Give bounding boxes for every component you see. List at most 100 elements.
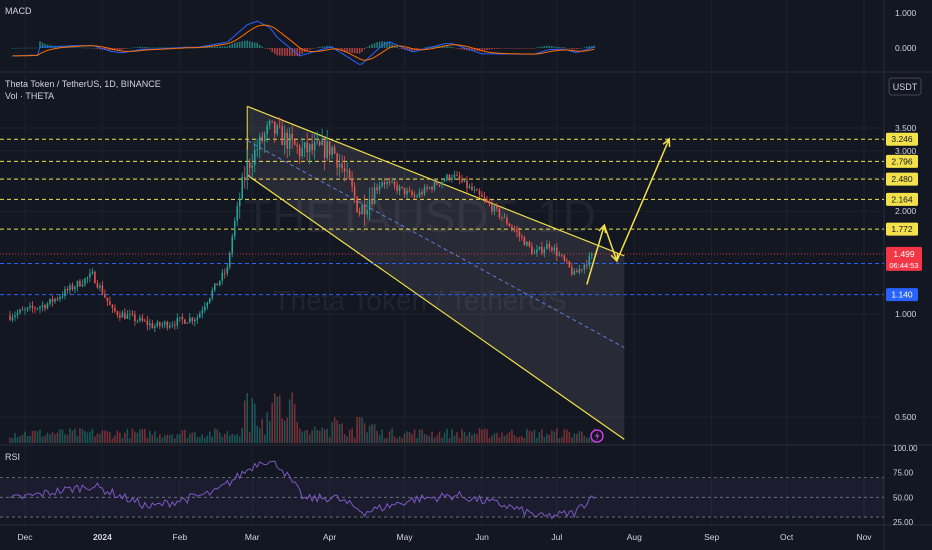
volume-bar — [573, 433, 576, 443]
volume-label[interactable]: Vol · THETA — [5, 91, 54, 101]
price-tick-label: 2.000 — [895, 206, 917, 216]
symbol-title[interactable]: Theta Token / TetherUS, 1D, BINANCE — [5, 79, 161, 89]
candle-body — [191, 317, 194, 322]
candle-body — [513, 228, 516, 231]
macd-histogram-bar — [59, 46, 61, 48]
macd-histogram-bar — [273, 48, 276, 54]
candle-body — [371, 198, 373, 204]
candle-body — [66, 289, 69, 291]
volume-bar — [316, 429, 318, 443]
macd-histogram-bar — [283, 48, 286, 56]
macd-histogram-bar — [436, 45, 438, 48]
watermark-symbol: THETAUSDT, 1D — [244, 190, 596, 242]
volume-bar — [583, 435, 586, 443]
macd-histogram-bar — [204, 47, 206, 48]
candle-body — [278, 125, 281, 127]
candle-body — [413, 195, 416, 197]
volume-bar — [356, 416, 358, 443]
macd-histogram-bar — [276, 48, 278, 56]
macd-label[interactable]: MACD — [5, 6, 32, 16]
candle-body — [566, 260, 568, 262]
rsi-label[interactable]: RSI — [5, 452, 20, 462]
volume-bar — [343, 434, 346, 443]
candle-body — [433, 181, 436, 190]
volume-bar — [461, 429, 463, 443]
volume-bar — [481, 429, 483, 443]
macd-histogram-bar — [426, 46, 428, 48]
volume-bar — [366, 432, 368, 443]
volume-bar — [213, 428, 216, 443]
volume-bar — [308, 434, 311, 443]
macd-histogram-bar — [301, 48, 303, 54]
candle-body — [196, 317, 199, 320]
volume-bar — [351, 428, 353, 443]
candle-body — [426, 187, 428, 189]
time-tick-label: Apr — [323, 532, 336, 542]
projection-arrow[interactable] — [616, 138, 670, 262]
volume-bar — [119, 432, 121, 443]
descending-channel[interactable] — [246, 105, 625, 440]
macd-histogram-bar — [506, 48, 508, 49]
time-axis[interactable]: Dec 2024 Feb Mar Apr May Jun Jul Aug Sep Oct Nov — [17, 532, 872, 542]
candle-body — [114, 307, 116, 312]
volume-bar — [373, 424, 376, 443]
projection-arrow[interactable] — [603, 224, 618, 262]
candle-body — [503, 217, 506, 219]
macd-histogram-bar — [398, 48, 401, 49]
volume-bar — [199, 437, 201, 443]
volume-bar — [81, 428, 84, 443]
candle-body — [91, 271, 94, 274]
macd-histogram-bar — [136, 47, 139, 48]
volume-bar — [84, 431, 86, 443]
macd-histogram-bar — [536, 47, 538, 49]
currency-button[interactable] — [888, 77, 922, 96]
macd-histogram-bar — [126, 48, 129, 49]
volume-bar — [159, 434, 161, 443]
candle-body — [151, 323, 154, 329]
volume-bar — [323, 429, 326, 443]
volume-bar — [391, 428, 393, 443]
macd-pane — [11, 20, 596, 66]
volume-bar — [423, 433, 426, 443]
lightning-event-icon[interactable] — [590, 429, 604, 443]
candle-body — [373, 187, 376, 204]
volume-bar — [413, 429, 416, 443]
macd-histogram-bar — [503, 48, 506, 49]
candle-body — [496, 205, 498, 209]
volume-bar — [426, 434, 428, 443]
candle-body — [576, 271, 578, 273]
channel-upper-line[interactable] — [247, 105, 625, 257]
candle-body — [311, 144, 313, 150]
volume-bar — [408, 432, 411, 443]
price-tick-label: 3.500 — [895, 123, 917, 133]
volume-bar — [453, 435, 456, 443]
volume-bar — [124, 432, 126, 443]
macd-histogram-bar — [566, 48, 568, 49]
channel-lower-line[interactable] — [246, 174, 625, 440]
macd-histogram-bar — [386, 41, 388, 48]
macd-histogram-bar — [213, 46, 216, 48]
macd-histogram-bar — [581, 47, 583, 49]
volume-bar — [96, 433, 99, 443]
volume-bar — [201, 434, 204, 443]
price-axis[interactable]: 3.5003.0002.5002.0001.0000.5003.2462.796… — [886, 8, 922, 527]
candle-body — [243, 177, 246, 180]
projection-arrow[interactable] — [586, 224, 606, 285]
volume-bar — [99, 433, 101, 443]
candle-body — [76, 281, 79, 288]
volume-bar — [206, 435, 209, 443]
macd-histogram-bar — [243, 40, 246, 48]
candle-body — [54, 298, 56, 302]
candle-body — [351, 179, 353, 187]
macd-histogram-bar — [558, 46, 561, 48]
time-tick-label: Feb — [172, 532, 187, 542]
candle-body — [538, 246, 541, 250]
candle-body — [126, 314, 129, 319]
macd-histogram-bar — [423, 47, 426, 48]
candle-body — [293, 139, 296, 145]
candle-body — [176, 317, 179, 326]
volume-bar — [228, 435, 231, 443]
candle-body — [71, 285, 74, 290]
projection-arrows[interactable] — [586, 137, 671, 285]
